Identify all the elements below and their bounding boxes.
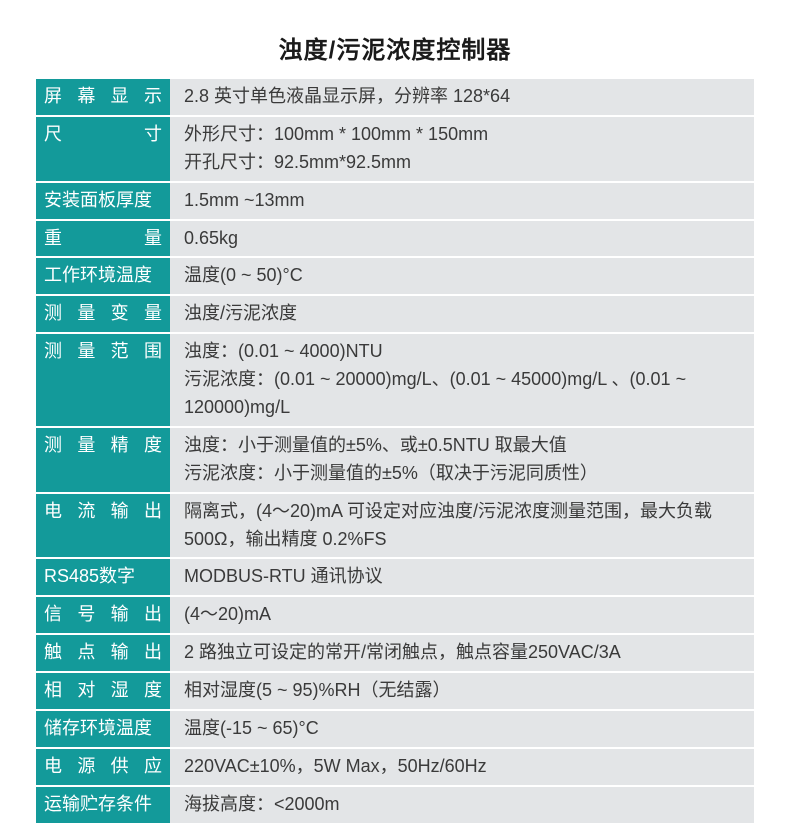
table-row: 电流输出隔离式，(4～20)mA 可设定对应浊度/污泥浓度测量范围，最大负载 5… <box>36 494 754 558</box>
row-value: 浊度：(0.01 ~ 4000)NTU污泥浓度：(0.01 ~ 20000)mg… <box>170 334 754 426</box>
row-label: 储存环境温度 <box>36 711 170 747</box>
table-row: 屏幕显示2.8 英寸单色液晶显示屏，分辨率 128*64 <box>36 79 754 115</box>
table-row: 重量0.65kg <box>36 221 754 257</box>
row-value: 2 路独立可设定的常开/常闭触点，触点容量250VAC/3A <box>170 635 754 671</box>
row-value: 温度(0 ~ 50)°C <box>170 258 754 294</box>
row-label: 相对湿度 <box>36 673 170 709</box>
row-value: 1.5mm ~13mm <box>170 183 754 219</box>
table-row: 触点输出2 路独立可设定的常开/常闭触点，触点容量250VAC/3A <box>36 635 754 671</box>
row-value: 外形尺寸：100mm * 100mm * 150mm开孔尺寸：92.5mm*92… <box>170 117 754 181</box>
table-row: 安装面板厚度1.5mm ~13mm <box>36 183 754 219</box>
table-row: 相对湿度相对湿度(5 ~ 95)%RH（无结露） <box>36 673 754 709</box>
spec-table: 屏幕显示2.8 英寸单色液晶显示屏，分辨率 128*64尺寸外形尺寸：100mm… <box>36 79 754 823</box>
row-value: 温度(-15 ~ 65)°C <box>170 711 754 747</box>
row-label: 电源供应 <box>36 749 170 785</box>
row-label: 触点输出 <box>36 635 170 671</box>
row-label: 测量精度 <box>36 428 170 492</box>
row-value: 隔离式，(4～20)mA 可设定对应浊度/污泥浓度测量范围，最大负载 500Ω，… <box>170 494 754 558</box>
table-row: 测量变量浊度/污泥浓度 <box>36 296 754 332</box>
table-row: 储存环境温度温度(-15 ~ 65)°C <box>36 711 754 747</box>
table-row: RS485数字MODBUS-RTU 通讯协议 <box>36 559 754 595</box>
row-label: 重量 <box>36 221 170 257</box>
row-label: 电流输出 <box>36 494 170 558</box>
row-value: MODBUS-RTU 通讯协议 <box>170 559 754 595</box>
row-label: RS485数字 <box>36 559 170 595</box>
row-value: 浊度：小于测量值的±5%、或±0.5NTU 取最大值污泥浓度：小于测量值的±5%… <box>170 428 754 492</box>
table-row: 工作环境温度温度(0 ~ 50)°C <box>36 258 754 294</box>
table-row: 运输贮存条件海拔高度：<2000m <box>36 787 754 823</box>
row-label: 屏幕显示 <box>36 79 170 115</box>
row-value: 220VAC±10%，5W Max，50Hz/60Hz <box>170 749 754 785</box>
row-label: 测量范围 <box>36 334 170 426</box>
table-row: 测量范围浊度：(0.01 ~ 4000)NTU污泥浓度：(0.01 ~ 2000… <box>36 334 754 426</box>
row-value: 相对湿度(5 ~ 95)%RH（无结露） <box>170 673 754 709</box>
row-label: 测量变量 <box>36 296 170 332</box>
page-title: 浊度/污泥浓度控制器 <box>36 30 754 65</box>
table-row: 电源供应220VAC±10%，5W Max，50Hz/60Hz <box>36 749 754 785</box>
row-value: 2.8 英寸单色液晶显示屏，分辨率 128*64 <box>170 79 754 115</box>
row-value: 海拔高度：<2000m <box>170 787 754 823</box>
row-label: 运输贮存条件 <box>36 787 170 823</box>
table-row: 尺寸外形尺寸：100mm * 100mm * 150mm开孔尺寸：92.5mm*… <box>36 117 754 181</box>
row-value: 0.65kg <box>170 221 754 257</box>
table-row: 信号输出(4～20)mA <box>36 597 754 633</box>
row-label: 工作环境温度 <box>36 258 170 294</box>
row-label: 安装面板厚度 <box>36 183 170 219</box>
row-value: 浊度/污泥浓度 <box>170 296 754 332</box>
row-label: 信号输出 <box>36 597 170 633</box>
row-label: 尺寸 <box>36 117 170 181</box>
row-value: (4～20)mA <box>170 597 754 633</box>
table-row: 测量精度浊度：小于测量值的±5%、或±0.5NTU 取最大值污泥浓度：小于测量值… <box>36 428 754 492</box>
